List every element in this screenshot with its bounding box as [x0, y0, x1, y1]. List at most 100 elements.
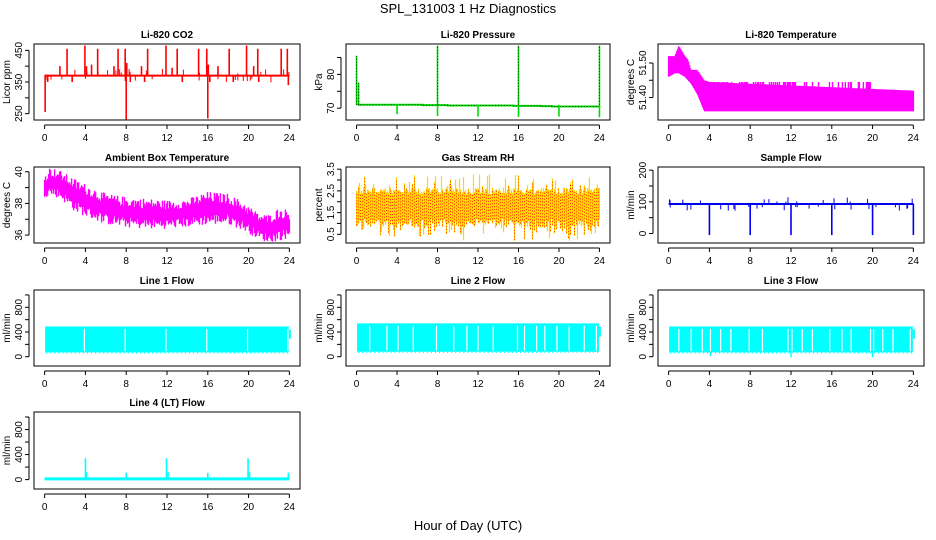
- y-tick-label: 38: [14, 197, 25, 209]
- panel-gas-stream-rh: Gas Stream RH 0 4 8 12 16 20 24 0.5 1.5 2.5 3.5 perc…: [314, 153, 611, 267]
- plot-box: [657, 289, 925, 367]
- x-tick-label: 16: [826, 133, 838, 144]
- x-tick-label: 24: [284, 133, 296, 144]
- y-axis-label: percent: [314, 188, 325, 222]
- x-tick-label: 20: [553, 133, 565, 144]
- x-tick-label: 20: [243, 502, 255, 513]
- x-tick-label: 0: [42, 379, 48, 390]
- x-tick-label: 4: [83, 502, 89, 513]
- y-tick-label: 0: [14, 354, 25, 360]
- x-tick-label: 16: [202, 256, 214, 267]
- data-layer: [43, 458, 291, 481]
- x-tick-label: 12: [472, 379, 484, 390]
- x-tick-label: 16: [513, 256, 525, 267]
- data-layer: [357, 323, 601, 354]
- y-axis-label: Licor ppm: [2, 60, 13, 104]
- x-tick-label: 8: [435, 256, 441, 267]
- y-tick-label: 80: [326, 68, 337, 80]
- series-line-dots: [357, 104, 600, 107]
- x-tick-label: 0: [42, 502, 48, 513]
- x-tick-label: 8: [747, 256, 753, 267]
- x-tick-label: 24: [594, 379, 606, 390]
- x-tick-label: 20: [867, 379, 879, 390]
- series-band: [669, 326, 913, 353]
- x-tick-label: 0: [666, 133, 672, 144]
- y-axis-label: degrees C: [2, 182, 13, 228]
- panel-title: Line 2 Flow: [451, 276, 506, 287]
- data-layer: [356, 174, 600, 241]
- x-tick-label: 0: [354, 256, 360, 267]
- data-layer: [667, 197, 915, 236]
- x-tick-label: 4: [707, 379, 713, 390]
- y-tick-label: 1.5: [326, 205, 337, 219]
- x-tick-label: 8: [123, 502, 129, 513]
- x-tick-label: 12: [161, 502, 173, 513]
- x-tick-label: 8: [747, 133, 753, 144]
- series-band: [667, 46, 915, 112]
- x-axis: 0 4 8 12 16 20 24: [354, 370, 606, 390]
- x-axis: 0 4 8 12 16 20 24: [42, 247, 295, 267]
- x-axis: 0 4 8 12 16 20 24: [666, 247, 920, 267]
- panel-title: Li-820 Temperature: [745, 30, 837, 41]
- y-tick-label: 400: [638, 323, 649, 340]
- plot-box: [33, 166, 301, 244]
- x-tick-label: 12: [785, 379, 797, 390]
- plot-box: [657, 43, 925, 121]
- x-tick-label: 12: [161, 133, 173, 144]
- data-layer: [43, 168, 291, 242]
- x-tick-label: 16: [202, 379, 214, 390]
- y-axis-label: ml/min: [626, 190, 637, 219]
- x-axis: 0 4 8 12 16 20 24: [42, 493, 295, 513]
- y-axis-label: ml/min: [626, 313, 637, 342]
- x-tick-label: 16: [513, 379, 525, 390]
- plot-box: [345, 43, 611, 121]
- y-axis: 0 100 200 ml/min: [626, 161, 654, 236]
- x-tick-label: 20: [243, 379, 255, 390]
- x-tick-label: 20: [867, 256, 879, 267]
- x-axis: 0 4 8 12 16 20 24: [354, 247, 606, 267]
- data-layer: [43, 45, 291, 120]
- plot-box: [657, 166, 925, 244]
- panel-title: Li-820 Pressure: [441, 30, 516, 41]
- x-axis-label: Hour of Day (UTC): [413, 518, 523, 533]
- x-tick-label: 4: [394, 133, 400, 144]
- x-tick-label: 16: [826, 379, 838, 390]
- x-tick-label: 12: [785, 133, 797, 144]
- plot-box: [345, 166, 611, 244]
- series-end: [912, 329, 915, 339]
- x-tick-label: 16: [202, 133, 214, 144]
- y-axis-label: kPa: [314, 73, 325, 91]
- x-tick-label: 20: [243, 133, 255, 144]
- x-tick-label: 16: [826, 256, 838, 267]
- x-tick-label: 24: [594, 256, 606, 267]
- panel-title: Li-820 CO2: [141, 30, 194, 41]
- x-tick-label: 12: [472, 256, 484, 267]
- x-tick-label: 20: [553, 256, 565, 267]
- series-band-dots: [356, 176, 599, 240]
- y-tick-label: 400: [326, 323, 337, 340]
- x-tick-label: 16: [513, 133, 525, 144]
- data-layer: [355, 45, 601, 118]
- y-tick-label: 800: [326, 299, 337, 316]
- x-tick-label: 8: [123, 256, 129, 267]
- series-band: [356, 174, 600, 241]
- x-tick-label: 24: [908, 256, 920, 267]
- panel-title: Line 4 (LT) Flow: [129, 398, 205, 409]
- panel-title: Ambient Box Temperature: [105, 153, 230, 164]
- x-axis: 0 4 8 12 16 20 24: [42, 370, 295, 390]
- y-tick-label: 0: [326, 354, 337, 360]
- x-tick-label: 16: [202, 502, 214, 513]
- x-tick-label: 0: [666, 256, 672, 267]
- panel-sample-flow: Sample Flow 0 4 8 12 16 20 24 0 100 200 ml/min: [626, 153, 925, 267]
- x-tick-label: 4: [83, 256, 89, 267]
- panel-title: Line 3 Flow: [764, 276, 819, 287]
